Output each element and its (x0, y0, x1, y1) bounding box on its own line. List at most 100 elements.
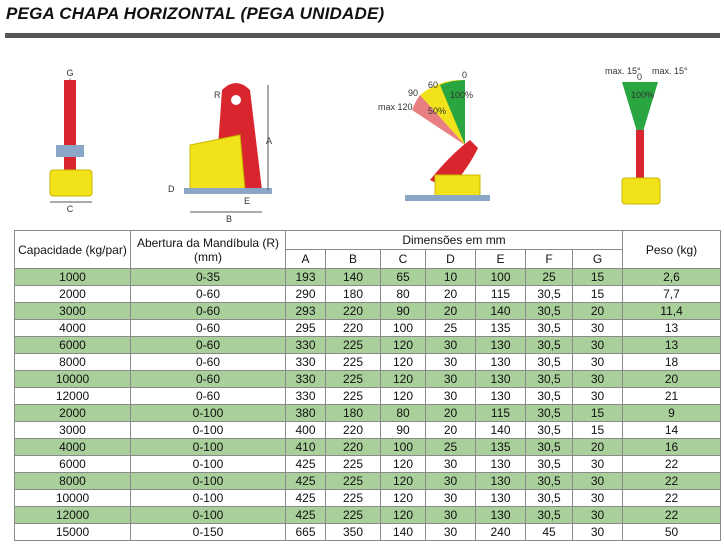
table-cell: 0-100 (130, 438, 286, 456)
table-cell: 15 (571, 404, 624, 422)
table-cell: 13 (622, 336, 722, 354)
table-cell: 30 (571, 336, 624, 354)
table-row: 3000 0-100 400 220 90 20 140 30,5 15 14 (14, 421, 722, 439)
table-cell: 30 (425, 489, 476, 507)
table-cell: 12000 (14, 506, 131, 524)
table-cell: 15 (571, 268, 624, 286)
header-cell: D (425, 249, 476, 269)
table-cell: 80 (380, 404, 426, 422)
table-cell: 140 (475, 302, 526, 320)
table-row: 8000 0-60 330 225 120 30 130 30,5 30 18 (14, 353, 722, 371)
table-cell: 20 (571, 438, 624, 456)
table-row: 4000 0-60 295 220 100 25 135 30,5 30 13 (14, 319, 722, 337)
table-cell: 30 (571, 489, 624, 507)
table-cell: 2,6 (622, 268, 722, 286)
table-cell: 30,5 (525, 353, 573, 371)
table-cell: 225 (325, 370, 381, 388)
label: B (226, 214, 232, 224)
table-cell: 665 (285, 523, 326, 541)
table-cell: 100 (475, 268, 526, 286)
table-cell: 0-60 (130, 387, 286, 405)
table-cell: 180 (325, 404, 381, 422)
table-cell: 22 (622, 472, 722, 490)
front-view: G C (49, 68, 93, 214)
table-cell: 30 (425, 523, 476, 541)
table-cell: 120 (380, 370, 426, 388)
table-cell: 12000 (14, 387, 131, 405)
table-cell: 140 (325, 268, 381, 286)
table-cell: 30,5 (525, 387, 573, 405)
table-cell: 6000 (14, 455, 131, 473)
table-cell: 20 (425, 302, 476, 320)
table-cell: 0-60 (130, 336, 286, 354)
table-cell: 220 (325, 421, 381, 439)
table-cell: 425 (285, 455, 326, 473)
table-cell: 120 (380, 506, 426, 524)
table-cell: 10 (425, 268, 476, 286)
table-cell: 30 (571, 387, 624, 405)
table-cell: 3000 (14, 302, 131, 320)
table-row: 12000 0-100 425 225 120 30 130 30,5 30 22 (14, 506, 722, 524)
table-cell: 0-100 (130, 421, 286, 439)
table-cell: 30,5 (525, 336, 573, 354)
table-row: 10000 0-60 330 225 120 30 130 30,5 30 20 (14, 370, 722, 388)
table-cell: 30,5 (525, 370, 573, 388)
table-cell: 115 (475, 285, 526, 303)
table-row: 10000 0-100 425 225 120 30 130 30,5 30 22 (14, 489, 722, 507)
table-cell: 380 (285, 404, 326, 422)
table-cell: 30,5 (525, 285, 573, 303)
table-cell: 400 (285, 421, 326, 439)
label: 0 (462, 70, 467, 80)
table-cell: 130 (475, 353, 526, 371)
table-cell: 11,4 (622, 302, 722, 320)
header-cell: G (571, 249, 624, 269)
table-cell: 7,7 (622, 285, 722, 303)
label: R (214, 90, 221, 100)
label: 100% (631, 90, 654, 100)
table-cell: 0-60 (130, 353, 286, 371)
label: 90 (408, 88, 418, 98)
table-cell: 20 (622, 370, 722, 388)
table-row: 6000 0-60 330 225 120 30 130 30,5 30 13 (14, 336, 722, 354)
table-cell: 30 (571, 370, 624, 388)
table-cell: 13 (622, 319, 722, 337)
table-cell: 290 (285, 285, 326, 303)
header-cell: Abertura da Mandíbula (R) (mm) (130, 230, 286, 269)
label: A (266, 136, 272, 146)
table-cell: 120 (380, 489, 426, 507)
table-cell: 0-60 (130, 370, 286, 388)
table-cell: 10000 (14, 370, 131, 388)
table-cell: 30,5 (525, 455, 573, 473)
header-cell: Capacidade (kg/par) (14, 230, 131, 269)
table-cell: 220 (325, 319, 381, 337)
table-cell: 130 (475, 387, 526, 405)
table-cell: 0-60 (130, 319, 286, 337)
table-cell: 120 (380, 353, 426, 371)
table-cell: 21 (622, 387, 722, 405)
table-cell: 20 (425, 421, 476, 439)
tilt-view: max. 15° 0 max. 15° 100% (605, 66, 688, 205)
table-cell: 350 (325, 523, 381, 541)
table-cell: 1000 (14, 268, 131, 286)
table-cell: 225 (325, 455, 381, 473)
table-cell: 100 (380, 438, 426, 456)
table-cell: 0-150 (130, 523, 286, 541)
header-cell: Peso (kg) (622, 230, 722, 269)
table-cell: 30,5 (525, 319, 573, 337)
header-cell: A (285, 249, 326, 269)
table-cell: 330 (285, 336, 326, 354)
table-cell: 225 (325, 353, 381, 371)
table-cell: 45 (525, 523, 573, 541)
table-cell: 15 (571, 285, 624, 303)
table-cell: 140 (380, 523, 426, 541)
table-row: 2000 0-100 380 180 80 20 115 30,5 15 9 (14, 404, 722, 422)
table-cell: 8000 (14, 472, 131, 490)
table-cell: 0-60 (130, 302, 286, 320)
table-cell: 8000 (14, 353, 131, 371)
table-cell: 0-35 (130, 268, 286, 286)
table-cell: 193 (285, 268, 326, 286)
table-cell: 0-100 (130, 506, 286, 524)
table-cell: 0-60 (130, 285, 286, 303)
table-cell: 115 (475, 404, 526, 422)
